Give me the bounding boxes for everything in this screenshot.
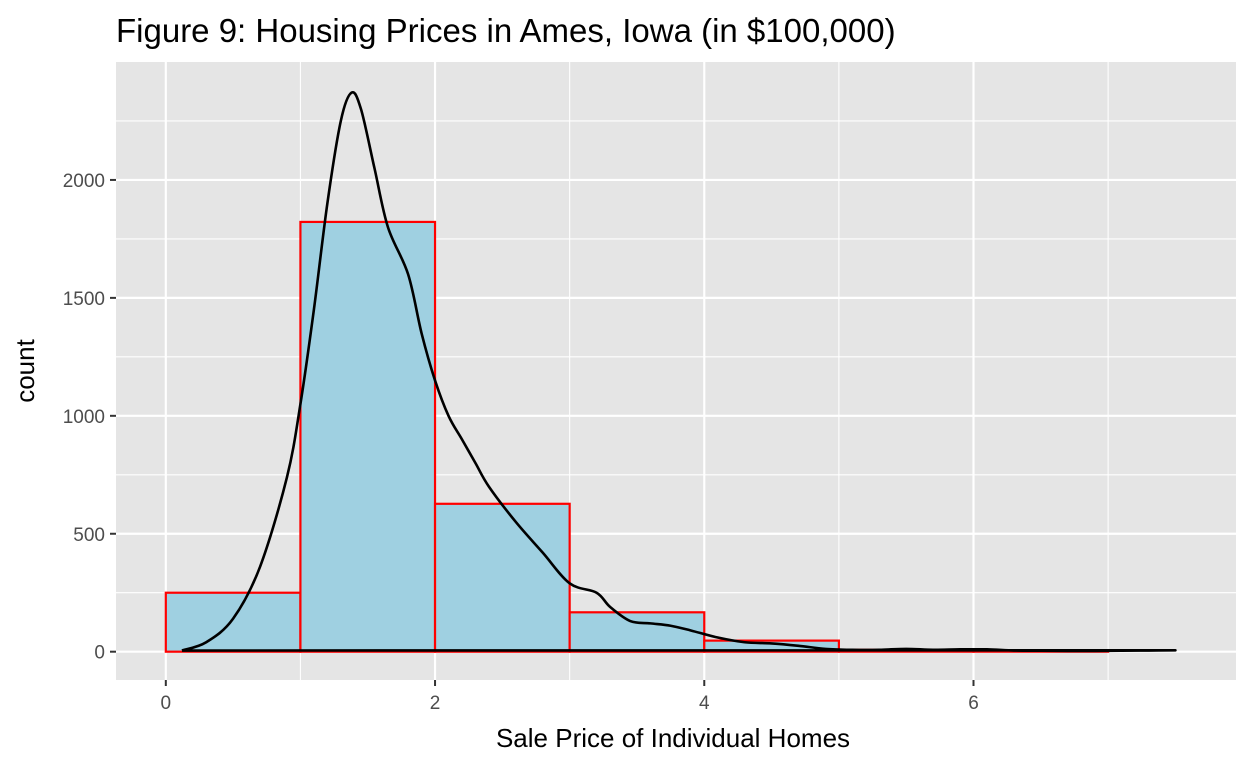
y-tick-label: 2000: [63, 171, 105, 192]
y-tick-label: 1500: [63, 289, 105, 310]
y-tick-label: 1000: [63, 407, 105, 428]
density-curve: [181, 91, 1177, 653]
histogram-bar: [703, 639, 840, 653]
x-tick-label: 6: [968, 693, 979, 714]
histogram-bar: [299, 220, 437, 653]
x-axis: 0 2 4 6: [161, 680, 979, 714]
x-tick-label: 2: [430, 693, 441, 714]
x-tick-label: 4: [699, 693, 710, 714]
y-axis: 0 500 1000 1500 2000: [63, 171, 116, 664]
y-axis-title: count: [10, 338, 40, 402]
chart-title: Figure 9: Housing Prices in Ames, Iowa (…: [116, 12, 896, 49]
histogram-bar: [433, 502, 571, 653]
y-tick-label: 0: [94, 643, 105, 664]
x-axis-title: Sale Price of Individual Homes: [496, 723, 850, 753]
histogram-bar: [568, 611, 706, 653]
y-tick-label: 500: [73, 525, 105, 546]
x-tick-label: 0: [161, 693, 172, 714]
histogram-bar: [164, 591, 302, 653]
plot-panel: [116, 62, 1236, 680]
